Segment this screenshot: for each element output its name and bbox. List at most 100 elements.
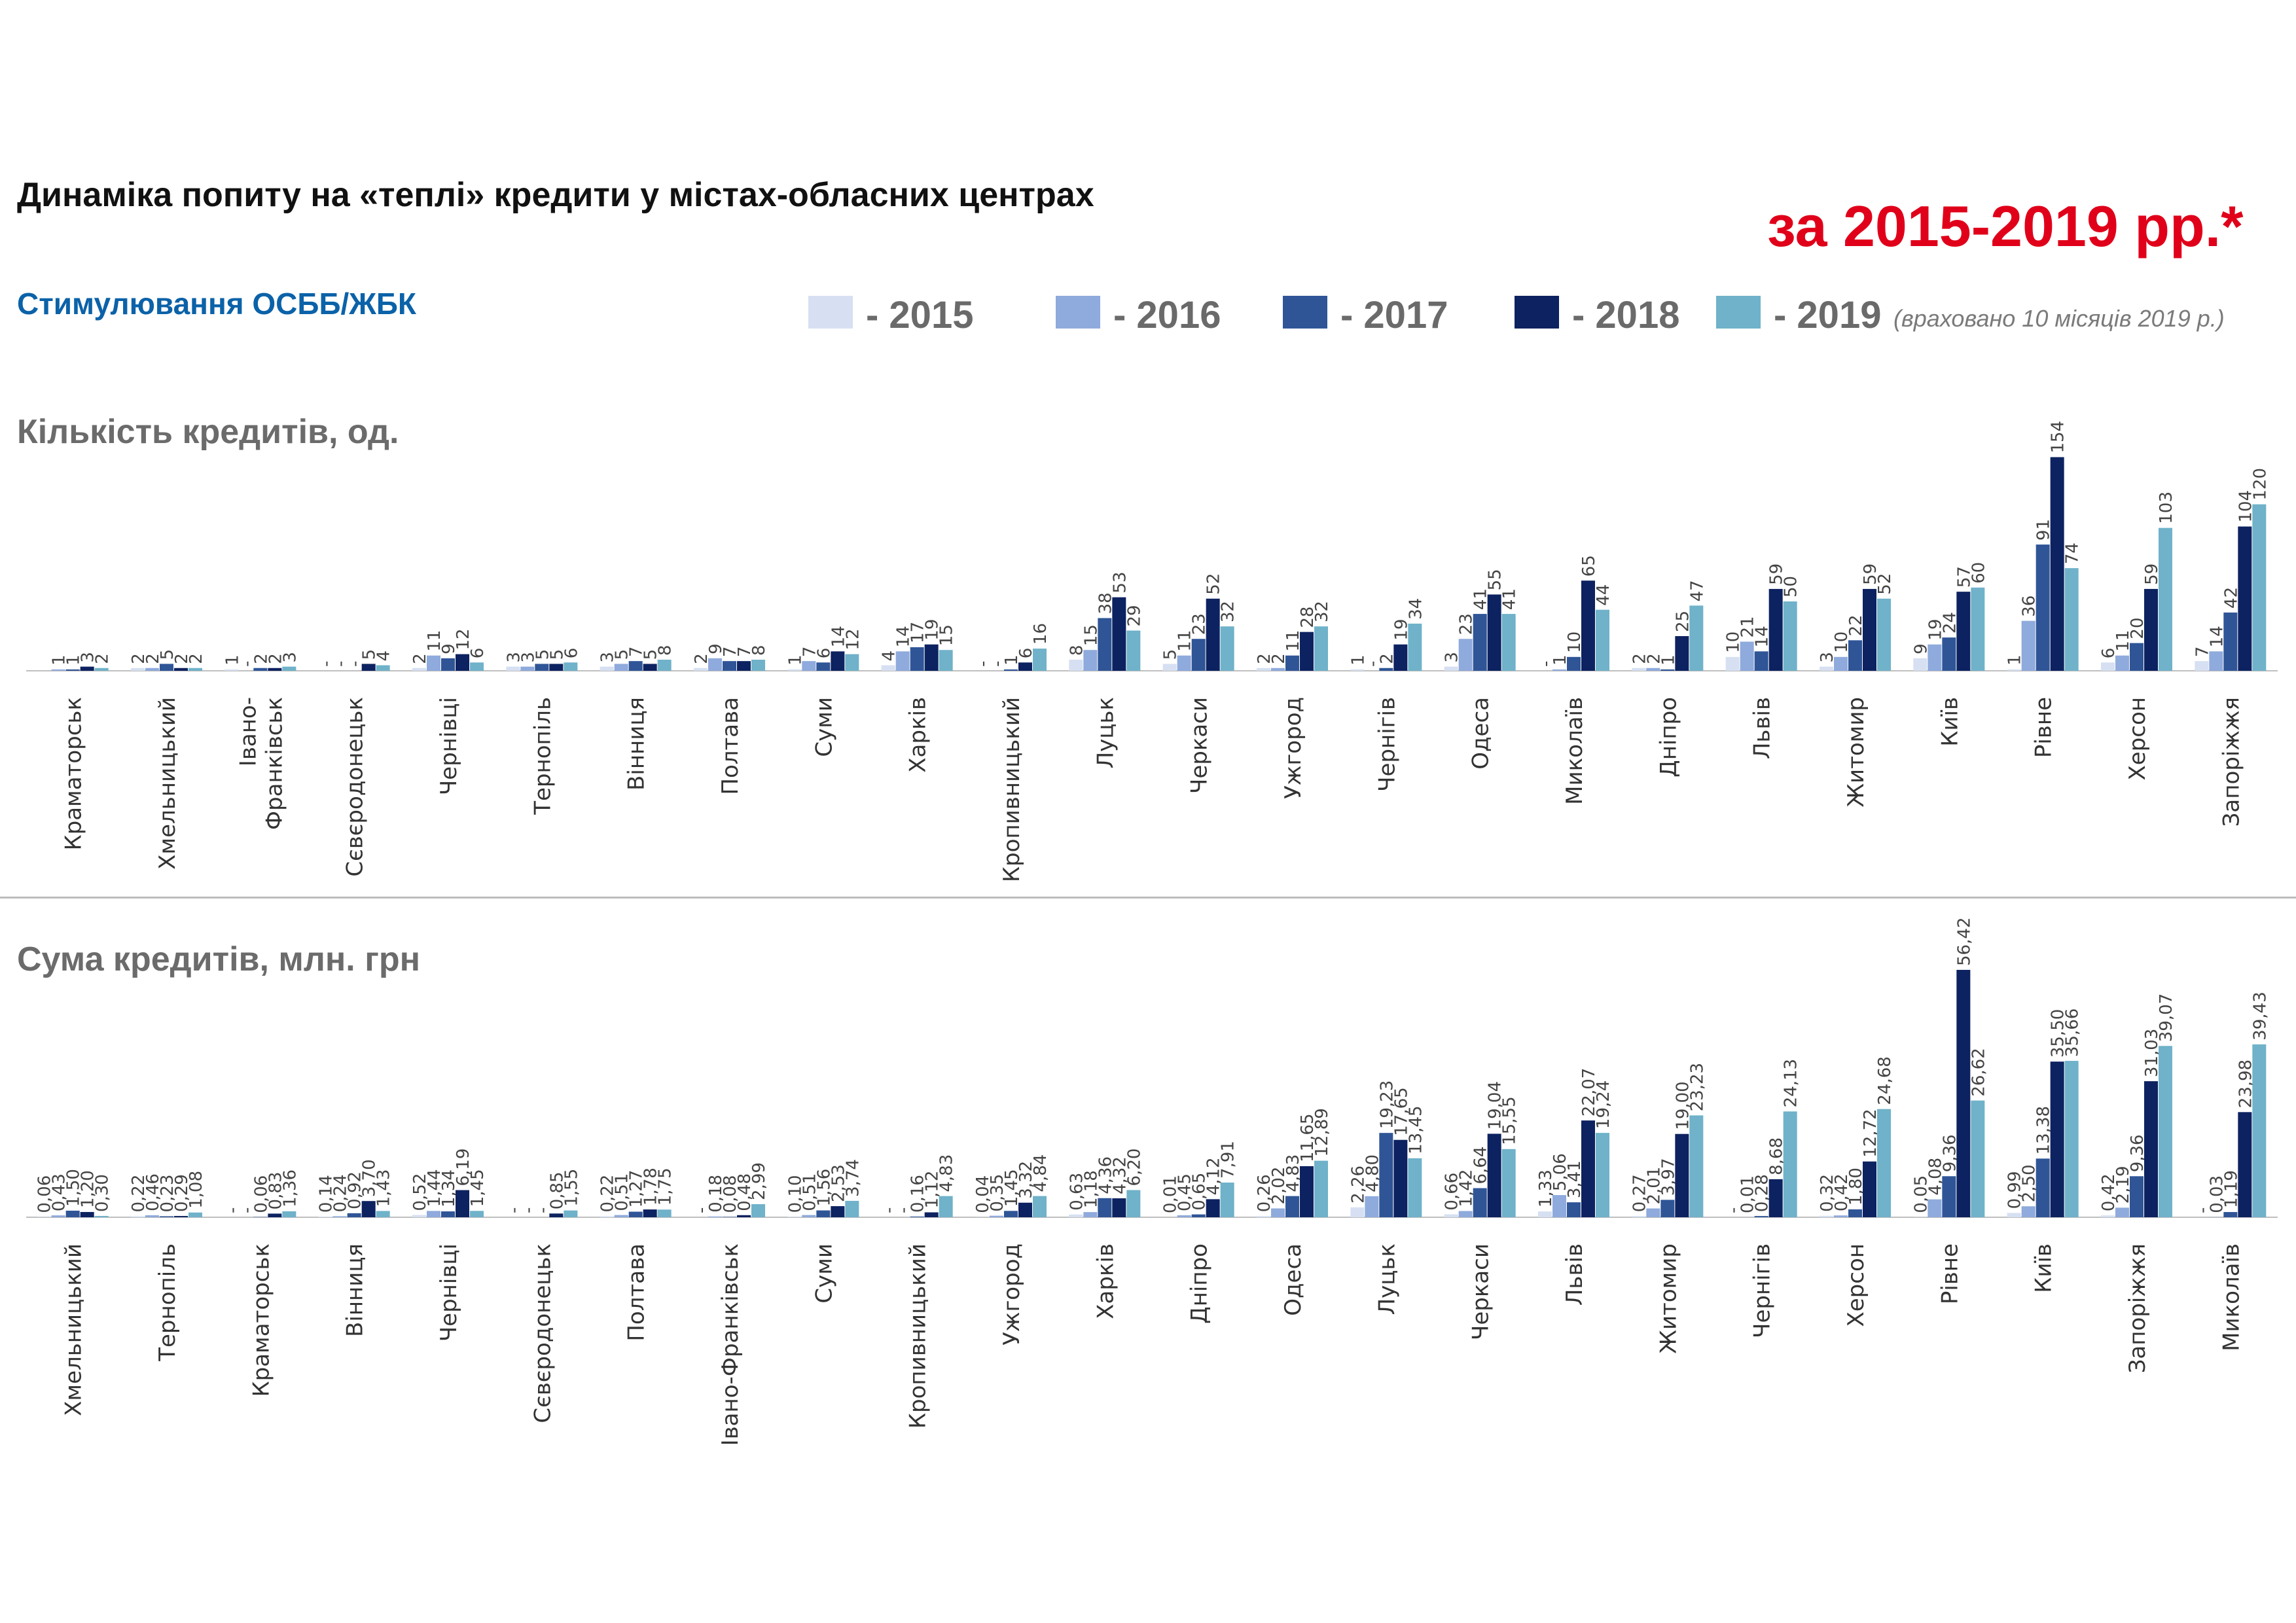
sum-bar-2015-одеса	[1257, 1216, 1270, 1217]
count-bar-2018-кропивницький	[1018, 662, 1032, 671]
sum-value-label: 1,44	[425, 1169, 444, 1207]
sum-category-label: Черкаси	[1468, 1243, 1494, 1340]
sum-value-label: 1,36	[280, 1169, 300, 1207]
count-value-label: -	[346, 661, 365, 667]
sum-category-label: Луцьк	[1374, 1243, 1400, 1315]
sum-value-label: 1,78	[641, 1168, 661, 1205]
sum-bar-2018-дніпро	[1206, 1199, 1220, 1217]
count-value-label: 4	[374, 651, 394, 662]
count-group-івано--франківськ: 1-223	[223, 652, 300, 671]
sum-category-label: Суми	[811, 1243, 837, 1304]
count-value-label: 59	[1767, 563, 1787, 585]
count-bar-2019-київ	[1971, 587, 1985, 671]
count-category-label: Львів	[1749, 697, 1776, 759]
sum-bar-2016-херсон	[1834, 1215, 1848, 1217]
count-bar-2019-суми	[845, 654, 859, 671]
count-bar-2015-одеса	[1444, 666, 1458, 671]
count-bar-2019-луцьк	[1126, 630, 1141, 671]
count-value-label: 32	[1312, 601, 1332, 622]
sum-bar-2019-кропивницький	[939, 1196, 953, 1217]
count-value-label: 9	[439, 643, 459, 654]
count-value-label: 47	[1687, 580, 1707, 601]
sum-bar-2017-ужгород	[1004, 1211, 1018, 1217]
count-value-label: 120	[2250, 468, 2270, 501]
sum-value-label: 19,23	[1377, 1080, 1397, 1129]
sum-bar-2017-запоріжжя	[2130, 1176, 2144, 1217]
sum-group-тернопіль: 0,220,460,230,291,08	[129, 1171, 206, 1217]
count-bar-2017-кропивницький	[1004, 669, 1018, 671]
count-bar-2015-херсон	[2101, 662, 2115, 671]
count-value-label: 21	[1738, 616, 1758, 637]
sum-bar-2018-житомир	[1675, 1133, 1689, 1217]
count-value-label: 6	[1016, 648, 1036, 659]
sum-value-label: 0,63	[1067, 1173, 1086, 1211]
sum-value-label: 19,24	[1594, 1080, 1613, 1129]
count-bar-2017-вінниця	[628, 661, 643, 671]
sum-bar-2016-ужгород	[990, 1215, 1003, 1217]
sum-bar-2018-миколаїв	[2238, 1112, 2252, 1217]
count-bar-2015-ужгород	[1257, 668, 1270, 671]
sum-value-label: 4,83	[937, 1154, 957, 1192]
sum-bar-2016-суми	[802, 1215, 816, 1217]
sum-group-чернівці: 0,521,441,346,191,45	[410, 1149, 488, 1217]
count-bar-2015-полтава	[694, 668, 708, 671]
sum-bar-2017-миколаїв	[2223, 1212, 2238, 1217]
count-value-label: 15	[937, 624, 957, 646]
count-bar-2019-ужгород	[1314, 626, 1328, 671]
count-value-label: 32	[1219, 601, 1238, 622]
count-bar-2015-івано--франківськ	[224, 669, 239, 671]
count-value-label: 6	[814, 648, 834, 659]
sum-category-label: Одеса	[1280, 1243, 1306, 1316]
sum-bar-2019-київ	[2064, 1061, 2079, 1217]
count-value-label: 2	[172, 653, 192, 664]
count-bar-2018-одеса	[1487, 594, 1501, 671]
sum-bar-2019-краматорськ	[282, 1211, 296, 1217]
count-value-label: 74	[2063, 543, 2083, 564]
count-value-label: 3	[1443, 652, 1462, 663]
count-bar-2018-краматорськ	[80, 666, 94, 671]
sum-value-label: 0,99	[2005, 1171, 2025, 1209]
sum-bar-2017-вінниця	[347, 1213, 361, 1217]
sum-value-label: 0,52	[410, 1173, 430, 1211]
sum-bar-2015-черкаси	[1444, 1214, 1458, 1217]
sum-bar-2018-тернопіль	[174, 1216, 188, 1217]
count-value-label: 5	[613, 649, 632, 660]
sum-value-label: 3,74	[843, 1159, 863, 1197]
sum-value-label: 39,07	[2157, 993, 2176, 1042]
count-bar-2016-суми	[802, 661, 816, 671]
count-value-label: 60	[1969, 562, 1988, 584]
count-bar-2016-черкаси	[1177, 655, 1191, 671]
sum-category-label: Івано-Франківськ	[717, 1243, 744, 1446]
sum-value-label: 0,08	[721, 1175, 740, 1213]
sum-value-label: -	[533, 1207, 552, 1213]
sum-value-label: -	[223, 1207, 242, 1213]
count-bar-2019-житомир	[1877, 598, 1891, 671]
count-bar-2019-черкаси	[1220, 626, 1234, 671]
count-bar-2016-херсон	[2115, 655, 2129, 671]
count-value-label: 5	[360, 649, 380, 660]
count-value-label: -	[1363, 661, 1382, 667]
sum-bar-2016-луцьк	[1365, 1196, 1379, 1217]
count-group-сєвєродонецьк: ---54	[317, 649, 394, 671]
sum-bar-2019-одеса	[1314, 1160, 1328, 1217]
count-bar-2019-сєвєродонецьк	[376, 665, 390, 671]
sum-bar-2019-чернівці	[470, 1211, 484, 1217]
count-value-label: 1	[50, 654, 69, 666]
count-bar-2015-дніпро	[1632, 668, 1646, 671]
count-chart-title: Кількість кредитів, од.	[17, 413, 399, 451]
sum-bar-2019-дніпро	[1220, 1183, 1234, 1217]
count-value-label: 5	[533, 649, 552, 660]
count-bar-2017-київ	[1942, 637, 1956, 671]
count-category-label: Хмельницький	[154, 697, 181, 870]
sum-category-label: Сєвєродонецьк	[529, 1243, 556, 1423]
count-bar-2018-черкаси	[1206, 598, 1220, 671]
count-value-label: 3	[598, 652, 618, 663]
sum-value-label: 0,85	[547, 1171, 567, 1209]
count-bar-2018-львів	[1768, 588, 1783, 671]
